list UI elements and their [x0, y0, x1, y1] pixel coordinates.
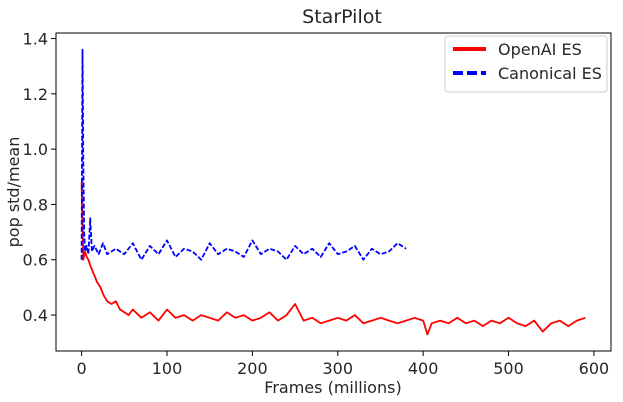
- plot-series: [80, 48, 586, 336]
- x-tick-label: 0: [77, 359, 87, 378]
- chart-title: StarPilot: [302, 6, 382, 28]
- legend: OpenAI ES Canonical ES: [444, 35, 608, 93]
- legend-label-canonical-es: Canonical ES: [498, 64, 602, 83]
- x-axis-ticks: 0 100 200 300 400 500 600: [77, 351, 610, 378]
- x-tick-label: 400: [408, 359, 439, 378]
- series-line-0: [80, 182, 586, 336]
- x-tick-label: 100: [152, 359, 183, 378]
- y-tick-label: 0.8: [23, 195, 48, 214]
- y-tick-label: 1.4: [23, 30, 48, 49]
- series-line-1: [80, 48, 407, 261]
- y-tick-label: 1.0: [23, 140, 48, 159]
- x-axis-label: Frames (millions): [264, 378, 401, 397]
- x-tick-label: 500: [493, 359, 524, 378]
- y-tick-label: 0.4: [23, 306, 48, 325]
- y-axis-label: pop std/mean: [4, 137, 23, 248]
- plot-frame: [55, 32, 612, 352]
- x-tick-label: 300: [322, 359, 353, 378]
- x-tick-label: 600: [579, 359, 610, 378]
- y-axis-ticks: 0.4 0.6 0.8 1.0 1.2 1.4: [23, 30, 56, 325]
- x-tick-label: 200: [237, 359, 268, 378]
- legend-label-openai-es: OpenAI ES: [498, 40, 582, 59]
- y-tick-label: 1.2: [23, 85, 48, 104]
- y-tick-label: 0.6: [23, 251, 48, 270]
